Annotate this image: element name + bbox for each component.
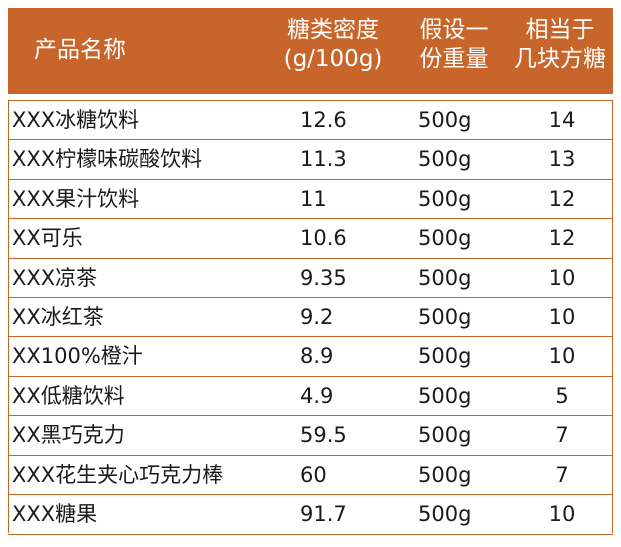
header-cubes-line1: 相当于	[525, 17, 595, 43]
product-name-cell: XXX果汁饮料	[12, 186, 140, 211]
product-name-cell: XX100%橙汁	[12, 344, 143, 369]
sugar-cubes-cell: 12	[548, 186, 576, 211]
table-row: XXX柠檬味碳酸饮料 11.3 500g 13	[8, 139, 613, 179]
serving-weight-cell: 500g	[418, 226, 472, 251]
sugar-cubes-cell: 10	[548, 344, 576, 369]
sugar-density-cell: 9.2	[300, 305, 334, 329]
sugar-cubes-cell: 7	[555, 423, 569, 448]
product-name-cell: XXX糖果	[12, 502, 98, 526]
sugar-cubes-cell: 7	[555, 462, 569, 487]
sugar-cubes-cell: 10	[548, 502, 576, 526]
sugar-density-cell: 12.6	[300, 108, 347, 132]
product-name-cell: XX可乐	[12, 226, 83, 251]
serving-weight-cell: 500g	[418, 344, 472, 369]
serving-weight-cell: 500g	[418, 108, 472, 132]
product-name-cell: XXX凉茶	[12, 265, 98, 290]
table-left-border	[8, 100, 9, 533]
serving-weight-cell: 500g	[418, 186, 472, 211]
table-row: XX可乐 10.6 500g 12	[8, 218, 613, 258]
table-row: XX100%橙汁 8.9 500g 10	[8, 336, 613, 376]
header-product-name: 产品名称	[34, 37, 126, 63]
sugar-density-cell: 11.3	[300, 147, 347, 172]
table-row: XX低糖饮料 4.9 500g 5	[8, 375, 613, 416]
sugar-density-cell: 8.9	[300, 344, 334, 369]
product-name-cell: XXX花生夹心巧克力棒	[12, 462, 224, 487]
product-name-cell: XX黑巧克力	[12, 423, 125, 448]
sugar-cubes-cell: 10	[548, 305, 576, 329]
serving-weight-cell: 500g	[418, 147, 472, 172]
header-sugar-cubes: 相当于 几块方糖	[504, 16, 616, 74]
table-right-border	[612, 100, 613, 533]
product-name-cell: XXX冰糖饮料	[12, 108, 140, 132]
sugar-density-cell: 60	[300, 462, 327, 487]
serving-weight-cell: 500g	[418, 383, 472, 408]
sugar-cubes-cell: 13	[548, 147, 576, 172]
sugar-density-cell: 91.7	[300, 502, 347, 526]
serving-weight-cell: 500g	[418, 305, 472, 329]
sugar-density-cell: 11	[300, 186, 327, 211]
sugar-density-cell: 9.35	[300, 265, 347, 290]
product-name-cell: XX低糖饮料	[12, 383, 125, 408]
table-row: XXX凉茶 9.35 500g 10	[8, 257, 613, 298]
serving-weight-cell: 500g	[418, 265, 472, 290]
table-row: XXX果汁饮料 11 500g 12	[8, 178, 613, 219]
serving-weight-cell: 500g	[418, 462, 472, 487]
table-row: XXX冰糖饮料 12.6 500g 14	[8, 100, 613, 140]
sugar-density-cell: 59.5	[300, 423, 347, 448]
header-amount-line1: 假设一	[419, 17, 489, 43]
sugar-cubes-cell: 10	[548, 265, 576, 290]
header-serving-weight: 假设一 份重量	[404, 16, 504, 74]
header-density-label: 糖类密度	[287, 17, 379, 43]
product-name-cell: XX冰红茶	[12, 305, 104, 329]
sugar-cubes-cell: 12	[548, 226, 576, 251]
table-row: XXX花生夹心巧克力棒 60 500g 7	[8, 454, 613, 495]
sugar-density-cell: 4.9	[300, 383, 334, 408]
table-row: XX冰红茶 9.2 500g 10	[8, 297, 613, 337]
header-sugar-density: 糖类密度 (g/100g)	[264, 16, 402, 74]
sugar-cubes-cell: 5	[555, 383, 569, 408]
header-cubes-line2: 几块方糖	[514, 46, 606, 72]
serving-weight-cell: 500g	[418, 502, 472, 526]
table-row: XX黑巧克力 59.5 500g 7	[8, 415, 613, 455]
header-amount-line2: 份重量	[419, 46, 489, 72]
sugar-cubes-cell: 14	[548, 108, 576, 132]
serving-weight-cell: 500g	[418, 423, 472, 448]
sugar-density-cell: 10.6	[300, 226, 347, 251]
product-name-cell: XXX柠檬味碳酸饮料	[12, 147, 203, 172]
table-row: XXX糖果 91.7 500g 10	[8, 494, 613, 535]
table-header: 产品名称 糖类密度 (g/100g) 假设一 份重量 相当于 几块方糖	[8, 8, 613, 94]
header-density-unit: (g/100g)	[283, 46, 383, 72]
